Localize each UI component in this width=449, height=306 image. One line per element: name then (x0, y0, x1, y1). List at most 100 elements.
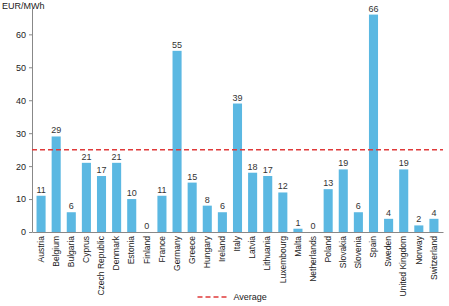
reference-lines (32, 149, 443, 150)
data-label: 21 (81, 152, 91, 162)
x-tick-label: Austria (36, 236, 46, 263)
x-tick-label: Malta (293, 236, 303, 257)
x-tick-label: Finland (142, 236, 152, 264)
y-tick-mark (29, 34, 32, 35)
y-tick: 50 (16, 63, 32, 73)
data-label: 66 (368, 4, 378, 14)
bar (309, 232, 318, 233)
x-tick-label: Poland (323, 236, 333, 263)
data-label: 8 (205, 195, 210, 205)
y-tick-label: 60 (16, 30, 26, 40)
y-axis-title: EUR/MWh (2, 1, 45, 11)
data-label: 4 (431, 208, 436, 218)
y-tick-label: 10 (16, 194, 26, 204)
x-tick-label: Germany (172, 235, 182, 271)
x-tick: Poland (323, 236, 333, 263)
data-label: 6 (220, 201, 225, 211)
data-label: 29 (51, 125, 61, 135)
bar (218, 212, 227, 232)
bar (203, 206, 212, 232)
x-axis: AustriaBelgiumBulgariaCyprusCzech Republ… (33, 233, 444, 297)
x-tick: France (157, 236, 167, 263)
data-label: 4 (386, 208, 391, 218)
bar (293, 229, 302, 232)
bar (414, 225, 423, 232)
x-tick: Finland (142, 236, 152, 264)
average-line (32, 149, 443, 151)
y-tick-label: 50 (16, 63, 26, 73)
bar (112, 163, 121, 232)
x-tick-label: Estonia (126, 236, 136, 265)
bar (37, 196, 46, 232)
x-tick-label: Czech Republic (96, 235, 106, 295)
data-label: 11 (36, 185, 45, 195)
x-tick-label: United Kingdom (398, 236, 408, 296)
x-tick-label: Denmark (111, 235, 121, 270)
bar (233, 104, 242, 232)
y-tick-label: 0 (21, 227, 26, 237)
data-labels: 1129621172110011551586391817121013196664… (36, 4, 436, 231)
y-tick: 20 (16, 161, 32, 171)
bar (127, 199, 136, 232)
bar (248, 173, 257, 232)
y-axis-line (32, 9, 33, 233)
plot-area: 0102030405060AustriaBelgiumBulgariaCypru… (16, 4, 444, 297)
x-tick: Spain (368, 236, 378, 258)
x-tick-label: Slovakia (338, 236, 348, 268)
bar (399, 169, 408, 232)
bar (369, 15, 378, 232)
data-label: 18 (248, 162, 258, 172)
x-tick: Lithuania (262, 236, 272, 271)
data-label: 19 (399, 158, 409, 168)
data-label: 2 (416, 214, 421, 224)
x-tick-label: Belgium (51, 236, 61, 267)
x-tick-label: Lithuania (262, 236, 272, 271)
x-tick-label: France (157, 236, 167, 263)
data-label: 6 (69, 201, 74, 211)
y-tick-mark (29, 133, 32, 134)
x-tick: Latvia (247, 236, 257, 259)
x-tick: Greece (187, 236, 197, 264)
x-tick: United Kingdom (398, 236, 408, 296)
bar (82, 163, 91, 232)
y-tick-label: 20 (16, 161, 26, 171)
y-tick-label: 30 (16, 129, 26, 139)
x-tick-label: Netherlands (308, 236, 318, 282)
data-label: 55 (172, 40, 182, 50)
x-tick-label: Ireland (217, 236, 227, 262)
x-tick: Austria (36, 236, 46, 263)
bar (52, 136, 61, 232)
data-label: 0 (144, 221, 149, 231)
x-tick: Denmark (111, 235, 121, 270)
chart: 0102030405060AustriaBelgiumBulgariaCypru… (0, 0, 449, 306)
x-tick: Slovenia (353, 236, 363, 269)
data-label: 13 (323, 178, 333, 188)
legend-label: Average (234, 292, 267, 302)
x-tick: Luxembourg (278, 236, 288, 284)
x-tick-label: Slovenia (353, 236, 363, 269)
x-tick: Malta (293, 236, 303, 257)
bar (339, 169, 348, 232)
x-tick: Switzerland (429, 236, 439, 280)
y-tick-mark (29, 199, 32, 200)
x-tick-label: Norway (414, 235, 424, 265)
data-label: 1 (295, 218, 300, 228)
data-label: 10 (127, 188, 137, 198)
data-label: 21 (112, 152, 122, 162)
bar (157, 196, 166, 232)
x-tick-label: Luxembourg (278, 236, 288, 284)
bar (97, 176, 106, 232)
x-tick: Germany (172, 235, 182, 271)
bar (263, 176, 272, 232)
x-tick: Ireland (217, 236, 227, 262)
x-tick-label: Bulgaria (66, 236, 76, 267)
data-label: 17 (96, 165, 106, 175)
x-tick: Italy (232, 235, 242, 251)
x-tick-label: Latvia (247, 236, 257, 259)
data-label: 11 (157, 185, 166, 195)
data-label: 15 (187, 172, 197, 182)
bar (278, 192, 287, 232)
data-label: 6 (356, 201, 361, 211)
y-tick-mark (29, 100, 32, 101)
x-tick: Bulgaria (66, 236, 76, 267)
